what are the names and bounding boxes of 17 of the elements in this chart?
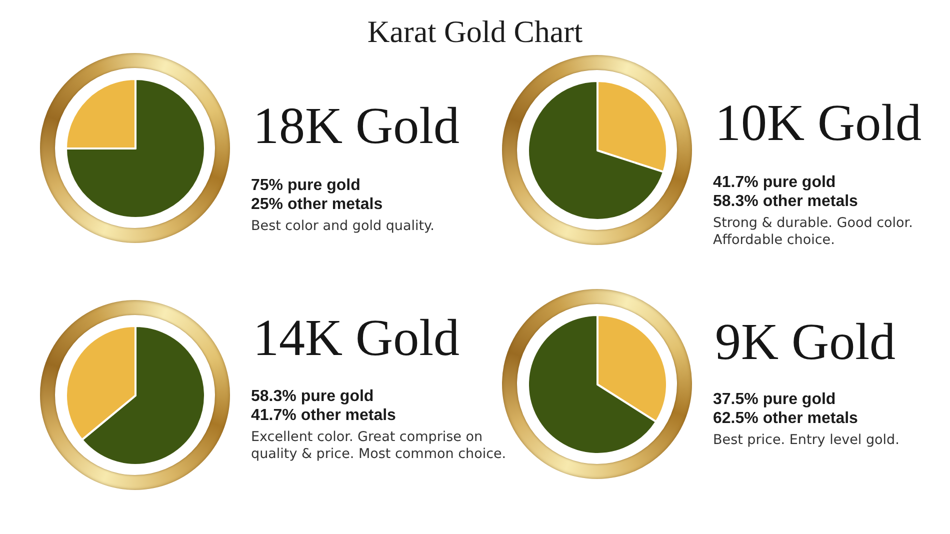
text: 25% other metals	[251, 194, 384, 214]
text: 41.7% pure gold	[713, 172, 837, 192]
text: 58.3% other metals	[713, 192, 859, 210]
text: Best color and gold quality.	[251, 218, 436, 234]
text: 10K Gold	[715, 94, 922, 152]
text: Best price. Entry level gold.	[713, 432, 900, 448]
text: 9K Gold	[715, 314, 896, 370]
text: 75% pure gold	[251, 176, 362, 194]
text: 58.3% pure gold	[251, 386, 375, 406]
text: 62.5% other metals	[713, 408, 859, 428]
text: Strong & durable. Good color. Affordable choice.	[713, 214, 914, 248]
text: Excellent color. Great comprise on quality & price. Most common choice.	[251, 428, 508, 462]
text: 18K Gold	[253, 98, 460, 154]
text: Karat Gold Chart	[366, 14, 584, 49]
text: 37.5% pure gold	[713, 390, 837, 408]
text: 14K Gold	[253, 310, 460, 366]
text: 41.7% other metals	[251, 406, 397, 424]
